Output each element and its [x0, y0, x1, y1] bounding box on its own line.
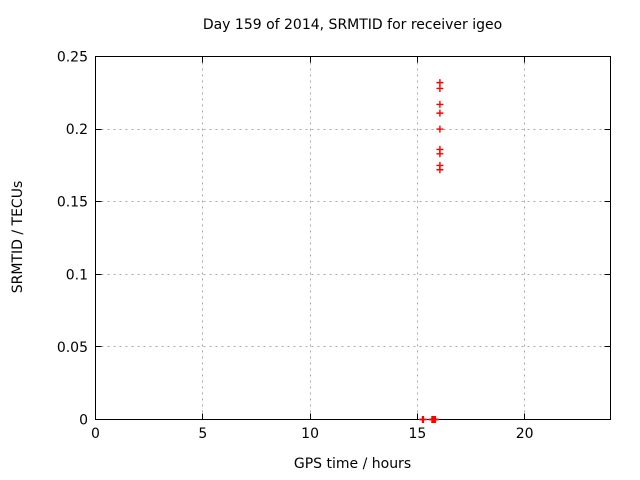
x-axis-label: GPS time / hours: [293, 456, 412, 472]
data-point: [436, 161, 444, 169]
y-tick-label-0.15: 0.15: [57, 195, 88, 211]
x-tick-label-0: 0: [91, 426, 100, 442]
x-tick-label-15: 15: [408, 426, 426, 442]
data-point: [436, 109, 444, 117]
data-point: [419, 416, 427, 423]
x-tick-label-5: 5: [198, 426, 207, 442]
data-point: [436, 100, 444, 108]
y-tick-label-0.25: 0.25: [57, 50, 88, 66]
data-point: [431, 416, 439, 423]
y-tick-label-0.1: 0.1: [66, 267, 88, 283]
chart-title: Day 159 of 2014, SRMTID for receiver ige…: [202, 17, 503, 33]
plot-border: [95, 56, 611, 420]
y-tick-label-0.2: 0.2: [66, 122, 88, 138]
x-tick-label-20: 20: [516, 426, 534, 442]
y-tick-label-0.05: 0.05: [57, 340, 88, 356]
data-point: [436, 145, 444, 153]
x-tick-label-10: 10: [301, 426, 319, 442]
data-point: [436, 125, 444, 133]
data-point: [436, 79, 444, 87]
y-tick-label-0: 0: [79, 413, 88, 429]
